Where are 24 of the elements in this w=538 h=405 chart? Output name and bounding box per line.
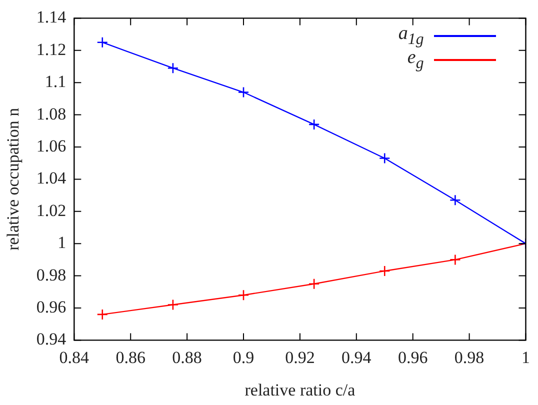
- legend-label: e$_{g}$: [407, 47, 424, 74]
- y-tick-label: 0.96: [36, 297, 66, 316]
- x-axis-title: relative ratio c/a: [244, 380, 356, 400]
- y-tick-label: 1.02: [36, 200, 66, 220]
- x-tick-label: 0.96: [398, 348, 428, 367]
- y-tick-label: 1: [58, 233, 66, 252]
- x-tick-label: 0.84: [59, 348, 90, 367]
- x-tick-label: 0.98: [454, 348, 484, 367]
- y-tick-label: 1.06: [36, 136, 66, 156]
- y-tick-label: 1.08: [36, 104, 66, 124]
- x-tick-label: 1: [522, 348, 530, 367]
- x-tick-label: 0.92: [285, 348, 315, 367]
- x-tick-label: 0.9: [232, 348, 254, 367]
- y-tick-label: 1.1: [44, 72, 66, 92]
- y-axis-title: relative occupation n: [4, 107, 23, 250]
- y-tick-label: 0.94: [36, 330, 67, 349]
- y-tick-label: 1.04: [36, 168, 67, 188]
- x-tick-label: 0.94: [342, 348, 372, 367]
- y-tick-label: 0.98: [36, 265, 66, 284]
- legend-label: a$_{1g}$: [398, 23, 424, 50]
- y-tick-label: 1.14: [36, 8, 67, 27]
- y-tick-label: 1.12: [36, 40, 66, 59]
- x-tick-label: 0.86: [116, 348, 146, 367]
- x-tick-label: 0.88: [172, 348, 202, 367]
